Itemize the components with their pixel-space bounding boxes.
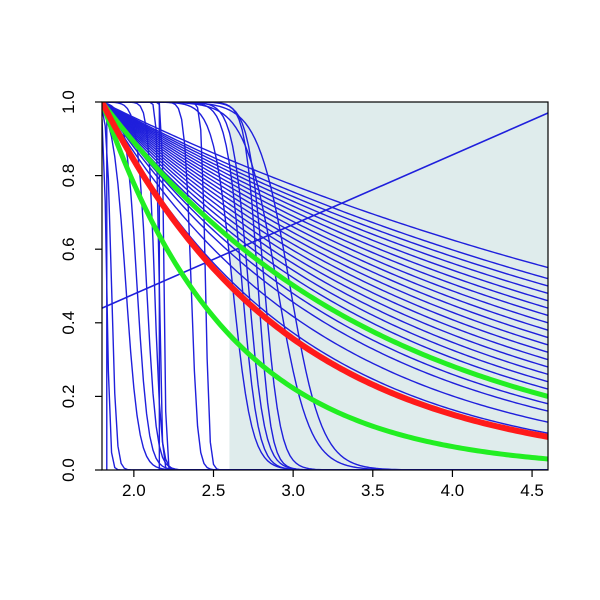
ensemble-decay-curve <box>102 102 548 390</box>
ensemble-decay-curve <box>102 102 548 280</box>
ensemble-decay-curve <box>102 102 548 368</box>
ensemble-decay-curve <box>102 102 548 317</box>
ensemble-decay-curve <box>102 102 548 383</box>
ensemble-decay-curve <box>102 102 548 423</box>
bound-curve <box>102 102 548 399</box>
y-tick-label: 0.8 <box>59 164 78 188</box>
plot-frame <box>101 101 549 471</box>
x-tick-label: 2.0 <box>122 481 146 500</box>
x-tick-label: 3.5 <box>361 481 385 500</box>
ensemble-step-curve <box>102 102 548 470</box>
ensemble-decay-curve <box>102 102 548 346</box>
x-tick-label: 4.5 <box>520 481 544 500</box>
ensemble-decay-curve <box>102 102 548 295</box>
ensemble-decay-curve <box>102 102 548 412</box>
ensemble-decay-curve <box>102 102 548 339</box>
ensemble-decay-curve <box>102 102 548 324</box>
ensemble-decay-curve <box>102 102 548 361</box>
ensemble-decay-curve <box>102 102 548 331</box>
ensemble-rising-line <box>102 112 548 309</box>
ensemble-decay-curve <box>102 102 548 269</box>
x-axis: 2.0 2.5 3.0 3.5 4.0 4.5 <box>122 470 544 500</box>
y-tick-label: 0.4 <box>59 311 78 335</box>
y-axis: 0.0 0.2 0.4 0.6 0.8 1.0 <box>59 90 102 482</box>
y-tick-label: 0.6 <box>59 237 78 261</box>
ensemble-decay-curve <box>102 102 548 353</box>
y-tick-label: 0.0 <box>59 458 78 482</box>
mean-curve <box>102 102 548 440</box>
ensemble-decay-curve <box>102 102 548 309</box>
ensemble-decay-curve <box>102 102 548 405</box>
ensemble-decay-curve <box>102 102 548 375</box>
y-tick-label: 0.2 <box>59 385 78 409</box>
x-tick-label: 3.0 <box>281 481 305 500</box>
x-tick-label: 2.5 <box>202 481 226 500</box>
x-tick-label: 4.0 <box>441 481 465 500</box>
bound-curve <box>102 102 548 462</box>
y-tick-label: 1.0 <box>59 90 78 114</box>
ensemble-decay-curve <box>102 102 548 302</box>
